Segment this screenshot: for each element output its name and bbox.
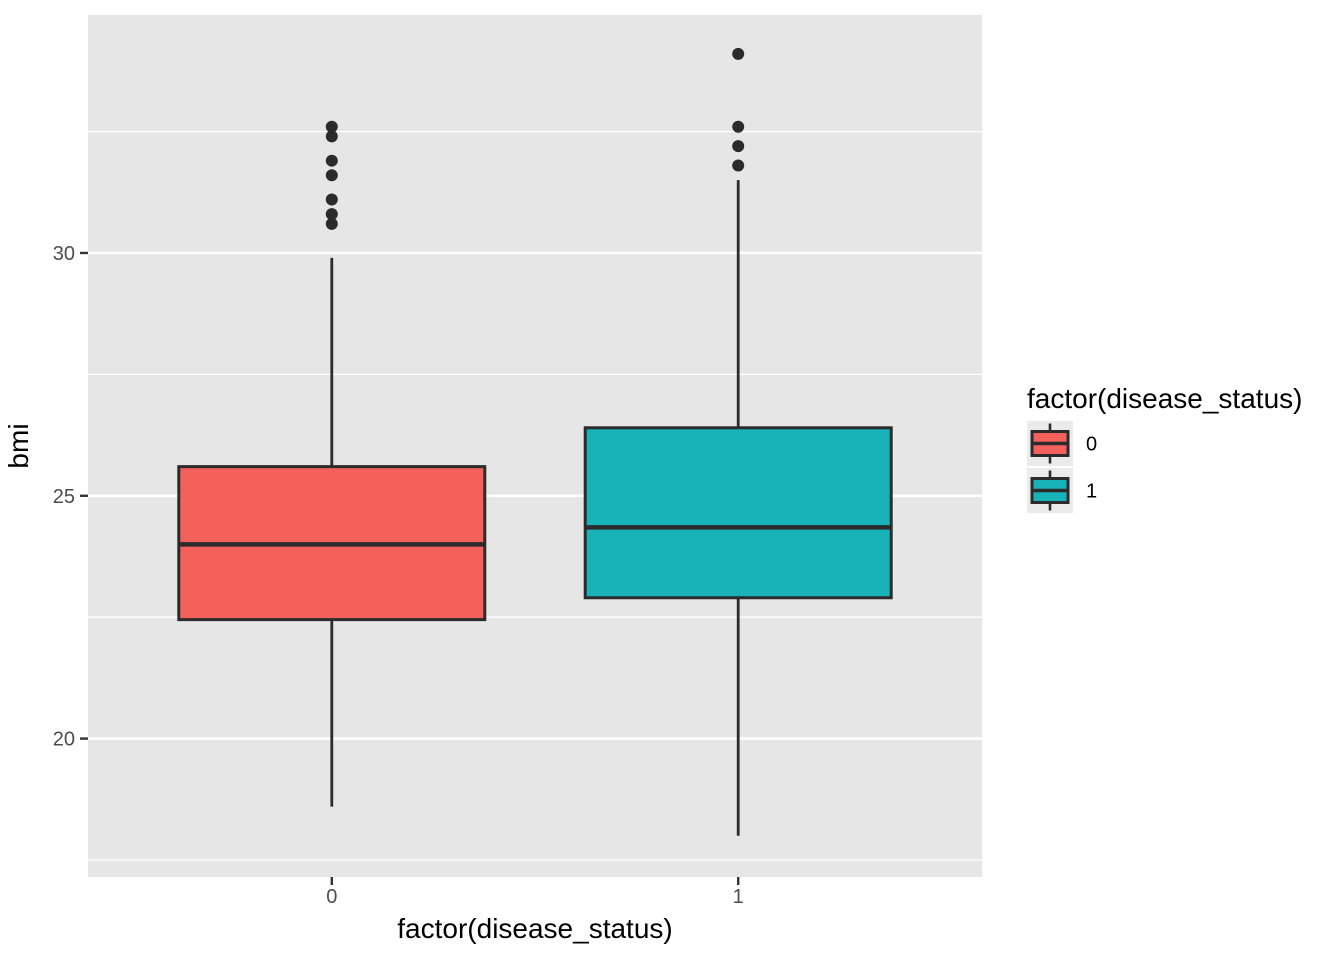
outlier-point xyxy=(325,120,338,133)
outlier-point xyxy=(325,208,338,221)
outlier-point xyxy=(325,217,338,230)
outlier-point xyxy=(325,169,338,182)
y-axis-title: bmi xyxy=(3,423,34,468)
outlier-point xyxy=(325,193,338,206)
x-axis-title: factor(disease_status) xyxy=(397,913,672,944)
boxplot-group-0 xyxy=(177,120,487,807)
boxplot-series xyxy=(177,47,893,836)
legend-entry-label: 0 xyxy=(1086,434,1097,456)
y-axis: 20 25 30 xyxy=(53,243,88,751)
outlier-point xyxy=(732,120,745,133)
y-tick-label: 30 xyxy=(53,243,75,265)
x-tick-label: 1 xyxy=(733,886,744,908)
legend-title: factor(disease_status) xyxy=(1027,383,1302,414)
legend: factor(disease_status) 01 xyxy=(1027,383,1302,513)
x-tick-label: 0 xyxy=(326,886,337,908)
iqr-box xyxy=(583,426,893,600)
y-tick-label: 25 xyxy=(53,486,75,508)
y-tick-label: 20 xyxy=(53,729,75,751)
outlier-point xyxy=(732,159,745,172)
boxplot-group-1 xyxy=(583,47,893,836)
outlier-point xyxy=(325,130,338,143)
legend-keys: 01 xyxy=(1027,421,1097,513)
outlier-point xyxy=(732,47,745,60)
outlier-point xyxy=(732,140,745,153)
legend-entry-label: 1 xyxy=(1086,481,1097,503)
outlier-point xyxy=(325,154,338,167)
